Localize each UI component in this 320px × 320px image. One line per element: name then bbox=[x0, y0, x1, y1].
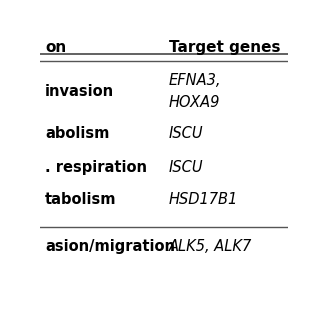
Text: Target genes: Target genes bbox=[169, 40, 280, 54]
Text: ALK5, ALK7: ALK5, ALK7 bbox=[169, 239, 252, 254]
Text: on: on bbox=[45, 40, 66, 54]
Text: abolism: abolism bbox=[45, 126, 109, 141]
Text: EFNA3,: EFNA3, bbox=[169, 73, 221, 88]
Text: ISCU: ISCU bbox=[169, 126, 204, 141]
Text: asion/migration: asion/migration bbox=[45, 239, 175, 254]
Text: tabolism: tabolism bbox=[45, 192, 116, 207]
Text: HOXA9: HOXA9 bbox=[169, 95, 220, 110]
Text: ISCU: ISCU bbox=[169, 160, 204, 175]
Text: invasion: invasion bbox=[45, 84, 114, 99]
Text: . respiration: . respiration bbox=[45, 160, 147, 175]
Text: HSD17B1: HSD17B1 bbox=[169, 192, 238, 207]
